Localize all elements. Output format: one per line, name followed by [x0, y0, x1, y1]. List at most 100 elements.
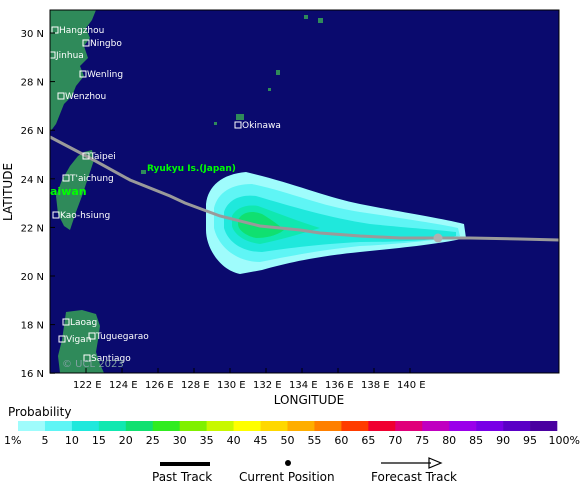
land-taiwan: [56, 150, 94, 230]
scale-label: 25: [146, 434, 160, 447]
scale-color-segment: [422, 421, 450, 431]
scale-color-segment: [395, 421, 423, 431]
lon-tick-label: 124 E: [109, 380, 138, 391]
city-marker: [62, 318, 70, 326]
current-position-marker: [433, 233, 443, 243]
city-marker: [52, 211, 60, 219]
city-marker: [82, 39, 90, 47]
scale-color-segment: [71, 421, 100, 431]
city-label: Jinhua: [55, 51, 84, 61]
city-marker: [234, 121, 242, 129]
scale-label: 90: [496, 434, 510, 447]
scale-label: 55: [307, 434, 321, 447]
y-axis-title: LATITUDE: [1, 163, 15, 221]
lon-tick-label: 134 E: [289, 380, 318, 391]
scale-label: 15: [92, 434, 106, 447]
city-marker: [62, 174, 70, 182]
forecast-track-arrow: [381, 457, 443, 469]
scale-color-segment: [503, 421, 531, 431]
lon-tick-label: 138 E: [361, 380, 390, 391]
probability-title: Probability: [8, 405, 72, 419]
scale-label: 65: [361, 434, 375, 447]
longitude-ticks: 122 E 124 E 126 E 128 E 130 E 132 E 134 E 136 E…: [73, 368, 426, 391]
scale-color-segment: [98, 421, 127, 431]
scale-label: 10: [65, 434, 79, 447]
latitude-ticks: 30 N 28 N 26 N 24 N 22 N 20 N 18 N 16 N: [21, 29, 55, 380]
city-label: Hangzhou: [59, 26, 104, 36]
city-label: Tuguegarao: [95, 332, 149, 342]
island-ryukyu-5: [214, 122, 217, 125]
island-ryukyu-4: [268, 88, 271, 91]
lon-tick-label: 122 E: [73, 380, 102, 391]
city-marker: [83, 354, 91, 362]
lat-tick-label: 20 N: [21, 272, 44, 283]
scale-color-segment: [18, 421, 46, 431]
city-label: Laoag: [70, 318, 97, 328]
lat-tick-label: 26 N: [21, 126, 44, 137]
scale-color-segment: [179, 421, 207, 431]
scale-label: 75: [415, 434, 429, 447]
lat-tick-label: 22 N: [21, 223, 44, 234]
island-ryukyu-3: [276, 70, 280, 75]
scale-label: 40: [227, 434, 241, 447]
scale-color-segment: [206, 421, 234, 431]
scale-color-segment: [44, 421, 73, 431]
scale-label: 85: [469, 434, 483, 447]
city-marker: [50, 51, 56, 59]
scale-color-segment: [233, 421, 261, 431]
scale-label: 95: [523, 434, 537, 447]
scale-label: 45: [254, 434, 268, 447]
scale-label: 5: [41, 434, 48, 447]
city-label: Okinawa: [242, 121, 281, 131]
plot-frame: [49, 9, 560, 374]
scale-label: 30: [173, 434, 187, 447]
current-position-label: Current Position: [239, 470, 335, 484]
scale-label: 100%: [549, 434, 580, 447]
legend-current-position: Current Position: [239, 460, 335, 484]
scale-color-segment: [260, 421, 288, 431]
scale-label: 35: [200, 434, 214, 447]
lon-tick-label: 132 E: [253, 380, 282, 391]
island-ryukyu-1: [304, 15, 308, 19]
lon-tick-label: 136 E: [325, 380, 354, 391]
city-marker: [82, 152, 90, 160]
past-track-label: Past Track: [152, 470, 213, 484]
lat-tick-label: 24 N: [21, 175, 44, 186]
city-label: Vigan: [66, 335, 91, 345]
lon-tick-label: 126 E: [145, 380, 174, 391]
legend-forecast-track: Forecast Track: [371, 457, 457, 484]
scale-color-segment: [476, 421, 504, 431]
land-luzon: [58, 310, 104, 373]
scale-label: 60: [334, 434, 348, 447]
island-ryukyu-6: [141, 170, 146, 174]
scale-color-segment: [152, 421, 180, 431]
city-label: Wenling: [87, 70, 123, 80]
scale-color-segment: [341, 421, 369, 431]
forecast-track-label: Forecast Track: [371, 470, 457, 484]
lat-tick-label: 18 N: [21, 321, 44, 332]
city-label: Wenzhou: [65, 92, 106, 102]
scale-color-segment: [314, 421, 342, 431]
city-label: Kao-hsiung: [60, 211, 110, 221]
lon-tick-label: 140 E: [397, 380, 426, 391]
city-marker: [57, 92, 65, 100]
strike-probability-swath: [206, 172, 466, 274]
scale-label: 80: [442, 434, 456, 447]
scale-label: 50: [281, 434, 295, 447]
scale-color-segment: [125, 421, 154, 431]
city-label: T'aichung: [69, 174, 114, 184]
legend-past-track: Past Track: [152, 462, 213, 484]
city-marker: [79, 70, 87, 78]
island-ryukyu-2: [318, 18, 323, 23]
scale-color-segment: [530, 421, 558, 431]
lon-tick-label: 128 E: [181, 380, 210, 391]
city-label: Santiago: [91, 354, 131, 364]
lat-tick-label: 28 N: [21, 78, 44, 89]
past-track-line: [160, 462, 210, 466]
lon-tick-label: 130 E: [217, 380, 246, 391]
scale-color-segment: [287, 421, 315, 431]
city-marker: [88, 332, 96, 340]
storm-track: [50, 135, 559, 242]
region-label-ryukyu: Ryukyu Is.(Japan): [147, 164, 236, 174]
scale-label: 20: [119, 434, 133, 447]
